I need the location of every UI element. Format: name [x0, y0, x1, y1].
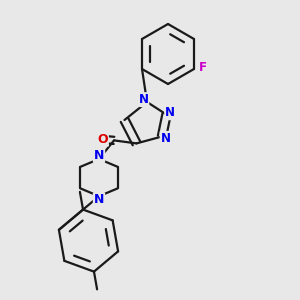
Text: F: F: [199, 61, 207, 74]
Text: N: N: [160, 132, 171, 145]
Text: N: N: [94, 193, 104, 206]
Text: O: O: [97, 133, 108, 146]
Text: N: N: [94, 149, 104, 162]
Text: N: N: [165, 106, 175, 119]
Text: N: N: [138, 93, 148, 106]
